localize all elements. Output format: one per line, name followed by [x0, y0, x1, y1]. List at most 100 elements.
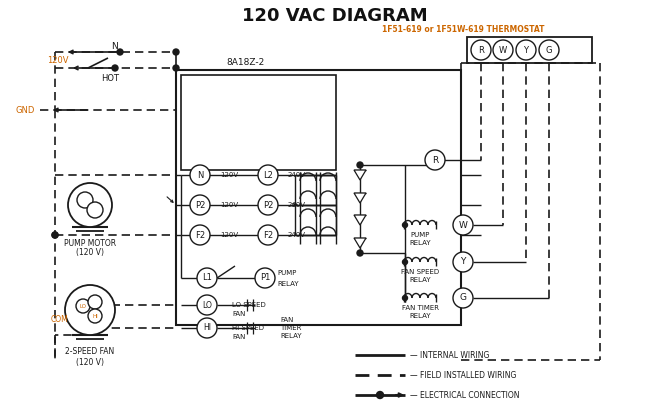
Text: 120V: 120V [220, 232, 238, 238]
Text: F2: F2 [263, 230, 273, 240]
Text: R: R [432, 155, 438, 165]
Circle shape [190, 165, 210, 185]
Circle shape [377, 391, 383, 398]
Circle shape [453, 288, 473, 308]
Text: LO: LO [202, 300, 212, 310]
Text: N: N [197, 171, 203, 179]
Text: Y: Y [460, 258, 466, 266]
Text: R: R [478, 46, 484, 54]
Circle shape [357, 250, 363, 256]
Text: P2: P2 [263, 201, 273, 210]
Text: 120 VAC DIAGRAM: 120 VAC DIAGRAM [242, 7, 428, 25]
Text: FAN: FAN [232, 334, 245, 340]
Circle shape [88, 309, 102, 323]
Text: W: W [458, 220, 468, 230]
Text: RELAY: RELAY [409, 240, 431, 246]
Text: PUMP: PUMP [277, 270, 296, 276]
Circle shape [258, 195, 278, 215]
Text: Y: Y [523, 46, 529, 54]
Text: RELAY: RELAY [277, 281, 299, 287]
Circle shape [197, 318, 217, 338]
Circle shape [258, 165, 278, 185]
Circle shape [516, 40, 536, 60]
Text: L1: L1 [202, 274, 212, 282]
Text: HI: HI [203, 323, 211, 333]
Text: RELAY: RELAY [280, 333, 302, 339]
Text: FAN: FAN [280, 317, 293, 323]
Circle shape [403, 259, 407, 264]
Text: — ELECTRICAL CONNECTION: — ELECTRICAL CONNECTION [410, 391, 519, 399]
Text: RELAY: RELAY [409, 277, 431, 283]
Circle shape [65, 285, 115, 335]
Circle shape [403, 222, 407, 228]
Polygon shape [354, 170, 366, 180]
Polygon shape [354, 215, 366, 225]
Text: TIMER: TIMER [280, 325, 302, 331]
Text: P1: P1 [260, 274, 270, 282]
Text: COM: COM [50, 316, 68, 324]
Text: 8A18Z-2: 8A18Z-2 [226, 57, 264, 67]
Text: — INTERNAL WIRING: — INTERNAL WIRING [410, 351, 489, 360]
Circle shape [117, 49, 123, 55]
Circle shape [453, 215, 473, 235]
Circle shape [493, 40, 513, 60]
Circle shape [190, 195, 210, 215]
Bar [176, 70, 461, 325]
Text: HI: HI [92, 313, 98, 318]
Circle shape [87, 202, 103, 218]
Circle shape [539, 40, 559, 60]
Bar [467, 37, 592, 63]
Text: GND: GND [15, 106, 35, 114]
Text: F2: F2 [195, 230, 205, 240]
Circle shape [190, 225, 210, 245]
Text: — FIELD INSTALLED WIRING: — FIELD INSTALLED WIRING [410, 370, 517, 380]
Text: HOT: HOT [101, 73, 119, 83]
Text: (120 V): (120 V) [76, 357, 104, 367]
Circle shape [197, 295, 217, 315]
Circle shape [88, 295, 102, 309]
Text: LO: LO [80, 303, 86, 308]
Circle shape [52, 232, 58, 238]
Circle shape [173, 65, 179, 71]
Text: FAN SPEED: FAN SPEED [401, 269, 439, 275]
Text: (120 V): (120 V) [76, 248, 104, 258]
Circle shape [112, 65, 118, 71]
Circle shape [197, 268, 217, 288]
Circle shape [77, 192, 93, 208]
Polygon shape [354, 193, 366, 203]
Circle shape [425, 150, 445, 170]
Text: 240V: 240V [288, 202, 306, 208]
Text: 120V: 120V [47, 55, 68, 65]
Text: 240V: 240V [288, 172, 306, 178]
Text: G: G [546, 46, 552, 54]
Text: PUMP: PUMP [410, 232, 429, 238]
Circle shape [258, 225, 278, 245]
Circle shape [255, 268, 275, 288]
Text: 2-SPEED FAN: 2-SPEED FAN [66, 347, 115, 357]
Text: 1F51-619 or 1F51W-619 THERMOSTAT: 1F51-619 or 1F51W-619 THERMOSTAT [383, 24, 545, 34]
Circle shape [471, 40, 491, 60]
Circle shape [52, 232, 58, 238]
Text: L2: L2 [263, 171, 273, 179]
Circle shape [357, 162, 363, 168]
Polygon shape [354, 238, 366, 248]
Text: 240V: 240V [288, 232, 306, 238]
Text: 120V: 120V [220, 202, 238, 208]
Text: 120V: 120V [220, 172, 238, 178]
Circle shape [453, 252, 473, 272]
Text: N: N [112, 41, 119, 51]
Text: LO SPEED: LO SPEED [232, 302, 266, 308]
Text: RELAY: RELAY [409, 313, 431, 319]
Bar [181, 75, 336, 170]
Text: P2: P2 [195, 201, 205, 210]
Circle shape [76, 299, 90, 313]
Circle shape [173, 49, 179, 55]
Text: W: W [499, 46, 507, 54]
Text: G: G [460, 293, 466, 303]
Text: FAN TIMER: FAN TIMER [401, 305, 438, 311]
Text: HI SPEED: HI SPEED [232, 325, 264, 331]
Circle shape [68, 183, 112, 227]
Text: FAN: FAN [232, 311, 245, 317]
Text: PUMP MOTOR: PUMP MOTOR [64, 238, 116, 248]
Circle shape [403, 295, 407, 300]
